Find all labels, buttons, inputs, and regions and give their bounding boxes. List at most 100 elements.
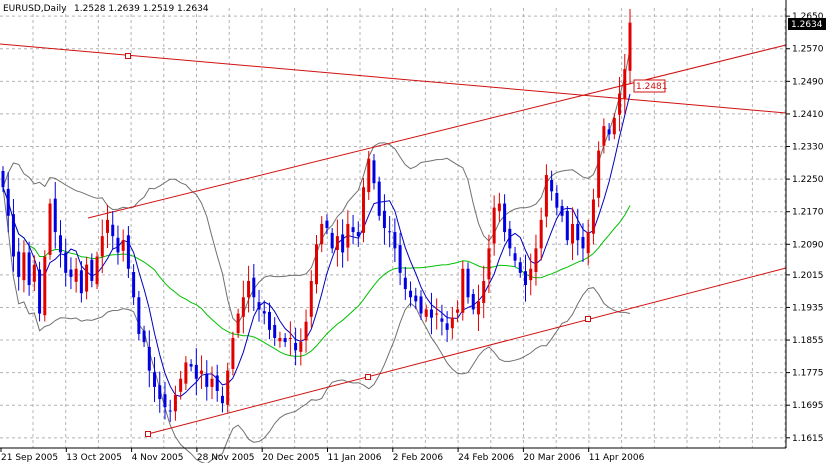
y-tick-label: 1.2015 [792, 271, 824, 281]
candle-body [267, 311, 271, 330]
candle-body [184, 362, 188, 384]
y-tick-label: 1.2170 [792, 208, 824, 218]
candle-body [602, 126, 606, 146]
candle-body [79, 270, 83, 294]
candle-body [299, 342, 303, 352]
trendline-price-tag: 1.2481 [633, 79, 668, 93]
candle-body [320, 223, 324, 245]
candle-body [424, 309, 428, 317]
candle-body [372, 160, 376, 184]
bollinger-lower-line [2, 187, 631, 463]
ohlc-label: 1.2528 1.2639 1.2519 1.2634 [74, 4, 209, 14]
x-axis-ticks: 21 Sep 2005 13 Oct 2005 4 Nov 2005 28 Nov 2… [0, 448, 645, 463]
candle-body [294, 342, 298, 351]
candle-body [126, 235, 130, 269]
symbol-label: EURUSD,Daily [3, 4, 67, 14]
current-price-label: 1.2634 [791, 20, 823, 30]
candle-body [241, 297, 245, 317]
candle-body [524, 271, 527, 286]
y-tick-label: 1.1695 [792, 401, 824, 411]
candle-body [388, 231, 392, 233]
candle-body [121, 240, 125, 251]
y-tick-label: 1.2250 [792, 175, 824, 185]
channel-upper [87, 44, 787, 219]
candle-body [111, 224, 115, 237]
candle-body [497, 203, 501, 211]
candle-body [576, 223, 580, 241]
candle-body [168, 410, 172, 412]
candle-body [393, 232, 397, 249]
y-tick-label: 1.2330 [792, 143, 824, 153]
candle-body [257, 302, 261, 310]
candle-body [456, 309, 460, 313]
candle-body [288, 338, 292, 339]
candle-body [581, 236, 585, 249]
candles [1, 8, 632, 423]
candle-body [544, 175, 548, 217]
candle-body [95, 256, 99, 285]
candle-body [215, 375, 219, 391]
y-tick-label: 1.1855 [792, 336, 824, 346]
x-tick-label: 20 Mar 2006 [523, 453, 580, 463]
candle-body [597, 150, 601, 198]
candle-body [278, 338, 282, 342]
candle-body [445, 323, 449, 330]
trendline-anchor [125, 53, 131, 59]
candle-body [325, 220, 329, 228]
candle-body [487, 248, 491, 280]
candle-body [226, 370, 230, 405]
candle-body [513, 253, 517, 261]
candle-body [571, 223, 575, 244]
candle-body [43, 256, 47, 316]
candle-body [356, 232, 360, 237]
x-tick-label: 24 Feb 2006 [458, 453, 514, 463]
candle-body [100, 236, 104, 257]
candle-body [623, 69, 627, 99]
candle-body [440, 318, 444, 322]
candle-body [315, 244, 318, 285]
candle-body [163, 394, 167, 408]
candle-body [173, 395, 177, 412]
candle-body [309, 280, 313, 317]
candle-body [11, 214, 15, 257]
candle-body [492, 207, 496, 244]
candle-body [48, 203, 52, 255]
x-tick-label: 20 Dec 2005 [262, 453, 320, 463]
trendline-price-label: 1.2481 [636, 82, 668, 92]
candle-body [69, 269, 73, 277]
candle-body [377, 181, 381, 216]
candle-body [435, 313, 439, 315]
candle-body [236, 313, 240, 334]
candle-body [409, 290, 413, 298]
candle-body [220, 395, 224, 404]
candle-body [503, 203, 507, 233]
y-tick-label: 1.1615 [792, 434, 824, 444]
candle-body [283, 338, 287, 343]
candle-body [194, 364, 198, 379]
candle-body [200, 370, 204, 374]
candle-body [508, 228, 512, 249]
candle-body [116, 237, 120, 253]
y-tick-label: 1.2490 [792, 77, 824, 87]
candle-body [398, 245, 402, 273]
candle-body [618, 93, 622, 115]
trendlines [0, 43, 787, 437]
candle-body [132, 272, 136, 298]
trendline-anchor [585, 316, 591, 322]
candle-body [461, 268, 465, 313]
trendline-anchor [365, 374, 371, 380]
candle-body [304, 321, 308, 341]
candle-body [147, 346, 151, 371]
y-tick-label: 1.2650 [792, 12, 824, 22]
candle-body [471, 294, 475, 310]
candle-body [419, 296, 423, 314]
candle-body [247, 280, 251, 298]
chart-legend: EURUSD,Daily 1.2528 1.2639 1.2519 1.2634 [3, 4, 209, 14]
candle-body [90, 259, 94, 281]
candle-body [1, 170, 5, 188]
candle-body [210, 378, 214, 387]
candle-body [607, 129, 611, 135]
y-tick-label: 1.2570 [792, 45, 824, 55]
